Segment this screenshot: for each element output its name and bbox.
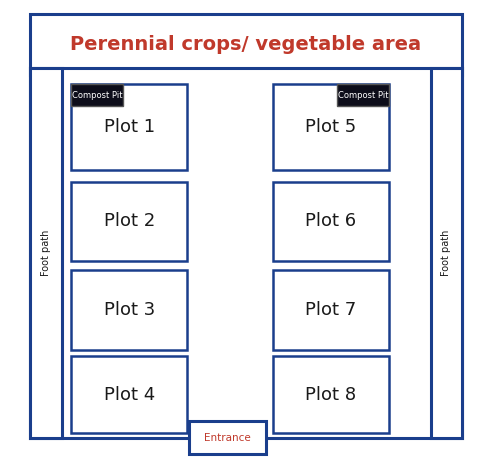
- Text: Plot 3: Plot 3: [103, 301, 155, 319]
- Bar: [30, 68, 462, 438]
- Bar: [71, 182, 187, 261]
- Bar: [430, 68, 462, 438]
- Text: Plot 2: Plot 2: [103, 212, 155, 230]
- Text: Plot 1: Plot 1: [104, 118, 154, 136]
- Text: Entrance: Entrance: [204, 432, 251, 443]
- Bar: [273, 356, 389, 433]
- Bar: [30, 14, 462, 75]
- Text: Compost Pit: Compost Pit: [338, 90, 388, 100]
- Bar: [71, 84, 123, 106]
- Bar: [273, 84, 389, 170]
- Bar: [337, 84, 389, 106]
- Text: Plot 5: Plot 5: [305, 118, 357, 136]
- Bar: [273, 182, 389, 261]
- Text: Perennial crops/ vegetable area: Perennial crops/ vegetable area: [70, 35, 422, 54]
- Bar: [189, 421, 266, 454]
- Text: Plot 4: Plot 4: [103, 386, 155, 404]
- Bar: [71, 270, 187, 350]
- Text: Plot 7: Plot 7: [305, 301, 357, 319]
- Bar: [71, 84, 187, 170]
- Text: Compost Pit: Compost Pit: [72, 90, 123, 100]
- Bar: [71, 356, 187, 433]
- Text: Foot path: Foot path: [441, 230, 452, 276]
- Text: Plot 6: Plot 6: [306, 212, 356, 230]
- Bar: [30, 68, 62, 438]
- Text: Plot 8: Plot 8: [306, 386, 356, 404]
- Bar: [273, 270, 389, 350]
- Text: Foot path: Foot path: [40, 230, 51, 276]
